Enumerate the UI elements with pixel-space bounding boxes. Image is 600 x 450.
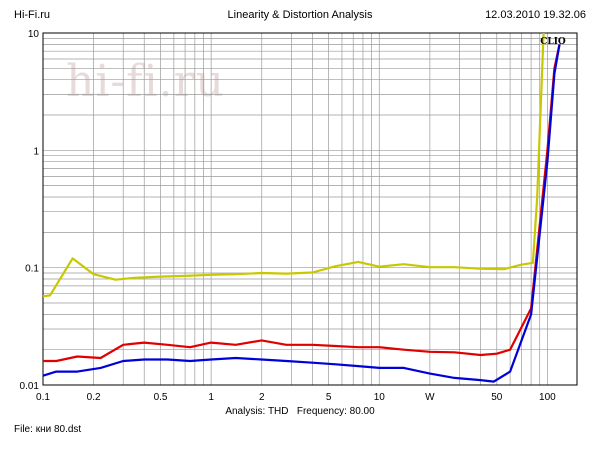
- file-info: File: кни 80.dst: [14, 424, 81, 435]
- file-label: File:: [14, 424, 33, 435]
- series-line: [42, 32, 545, 298]
- frequency-value: 80.00: [349, 406, 375, 417]
- series-layer: [42, 32, 561, 383]
- x-tick-label: 1: [208, 392, 214, 403]
- series-line: [42, 44, 561, 383]
- x-tick-label: 10: [374, 392, 386, 403]
- analysis-value: THD: [267, 406, 289, 417]
- grid-lines: [42, 33, 577, 386]
- header-datetime: 12.03.2010 19.32.06: [485, 9, 586, 21]
- header-site-name: Hi-Fi.ru: [14, 9, 51, 21]
- plot-frame: [42, 32, 578, 386]
- y-tick-label: 10: [28, 29, 40, 40]
- x-tick-label: 100: [539, 392, 556, 403]
- x-tick-label: W: [425, 392, 435, 403]
- watermark-logo: hi-fi.ru: [66, 56, 225, 107]
- y-tick-label: 1: [33, 146, 39, 157]
- clio-badge: CLIO: [540, 37, 566, 47]
- file-name: кни 80.dst: [35, 424, 82, 435]
- x-tick-label: 0.5: [154, 392, 168, 403]
- frequency-label: Frequency:: [296, 406, 347, 417]
- analysis-info: Analysis: THD Frequency: 80.00: [0, 406, 600, 417]
- y-tick-label: 0.1: [25, 264, 39, 275]
- analysis-label: Analysis:: [225, 406, 266, 417]
- x-tick-label: 50: [491, 392, 503, 403]
- x-tick-label: 2: [259, 392, 265, 403]
- chart-title: Linearity & Distortion Analysis: [227, 9, 373, 21]
- x-tick-label: 0.2: [87, 392, 101, 403]
- x-tick-label: 5: [326, 392, 332, 403]
- x-tick-label: 0.1: [36, 392, 50, 403]
- series-line: [43, 44, 561, 363]
- y-tick-label: 0.01: [20, 381, 40, 392]
